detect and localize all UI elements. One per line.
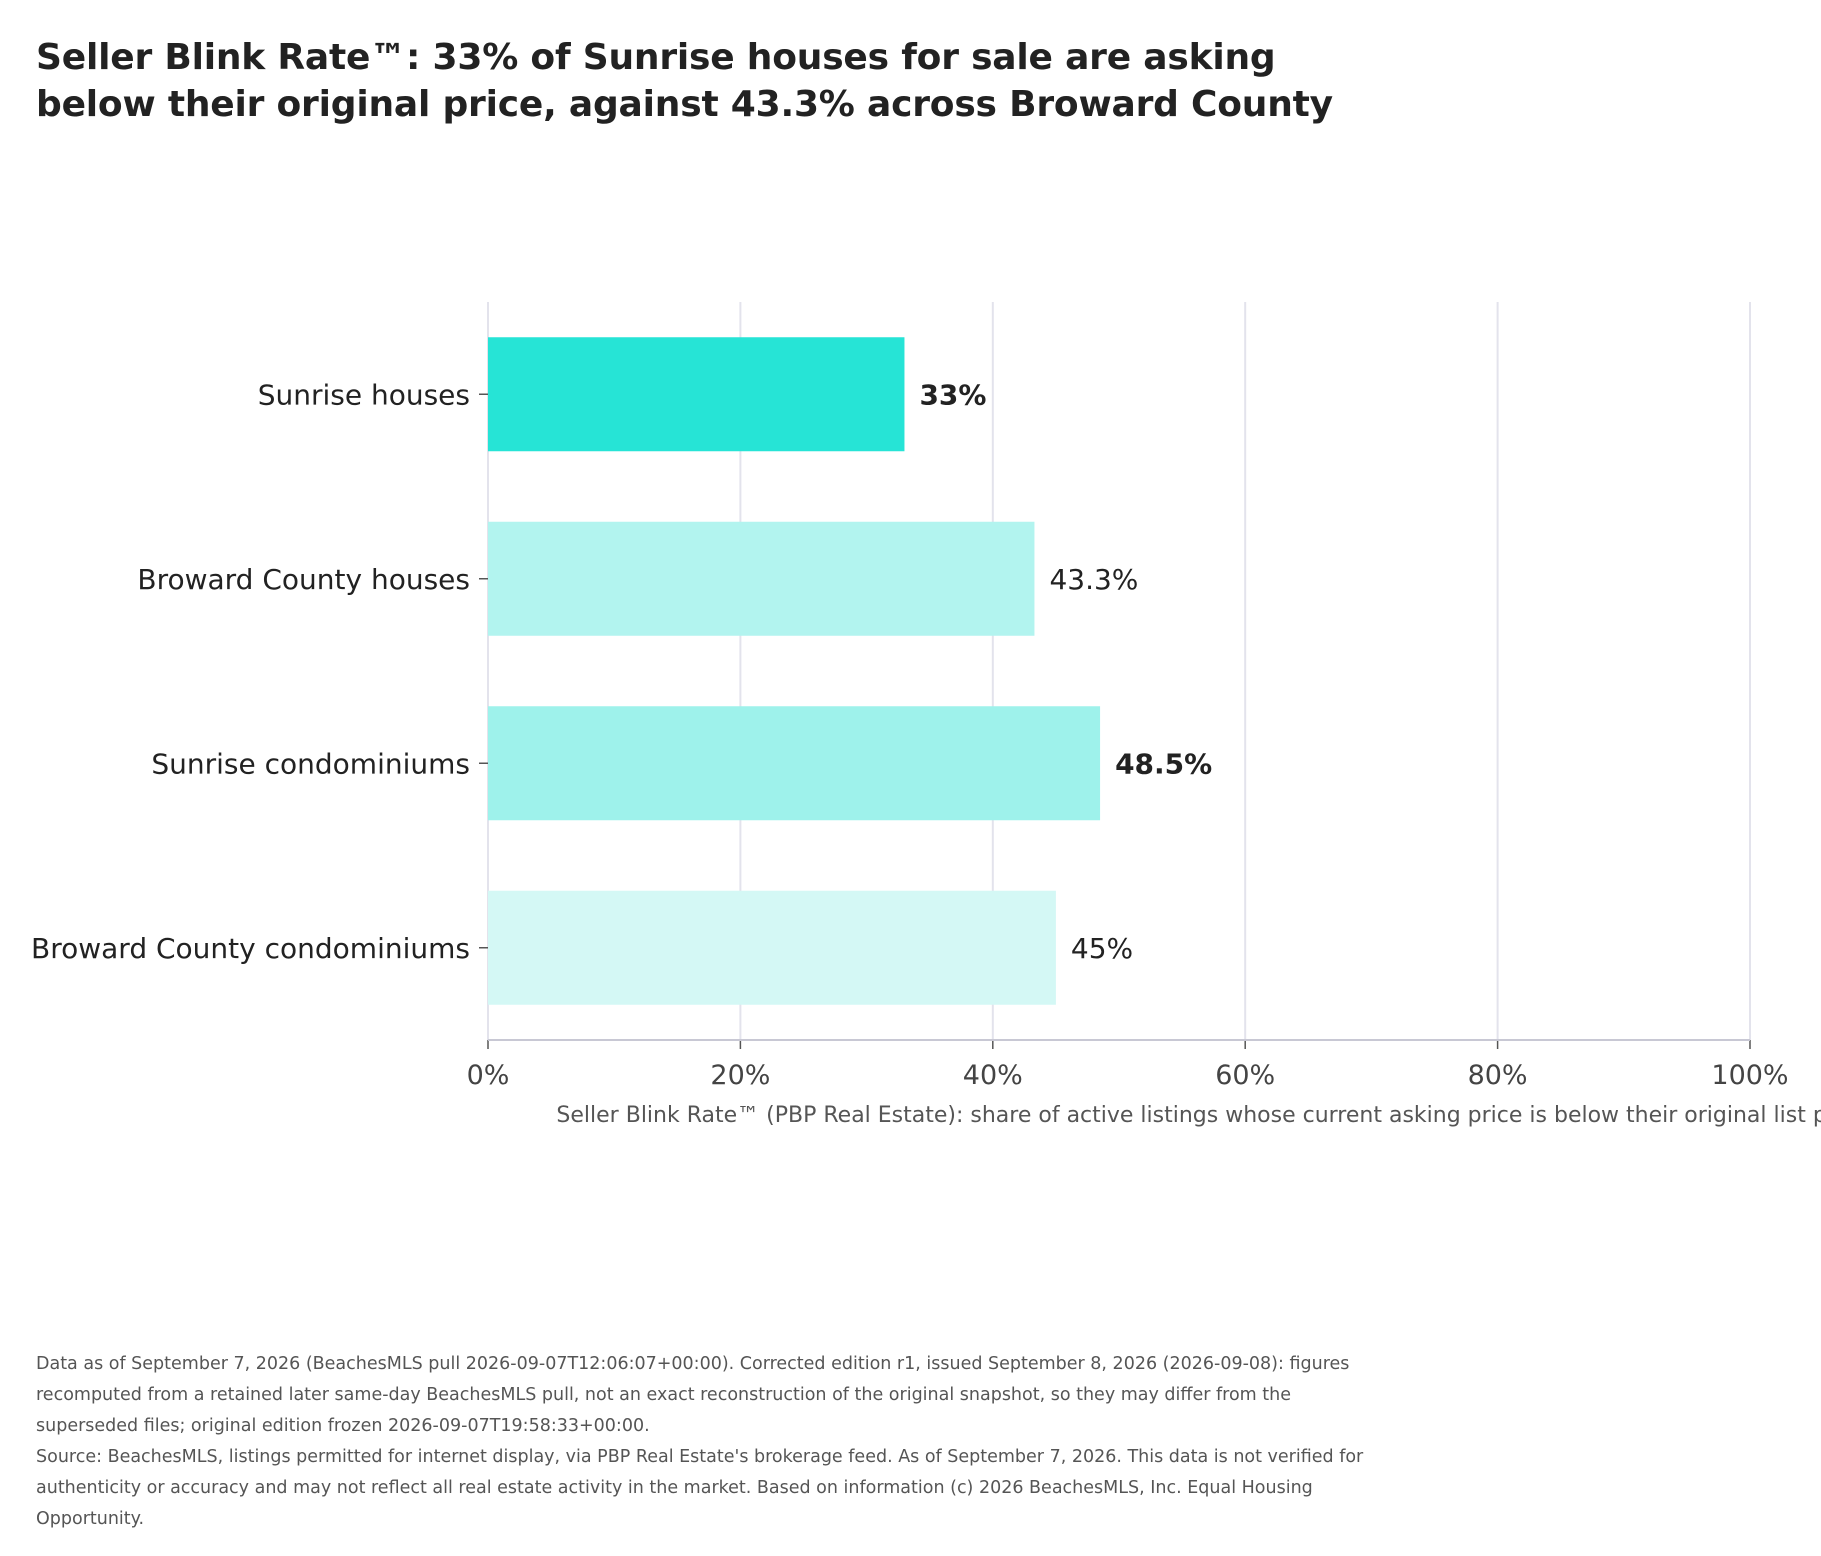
x-tick-label: 60%: [1215, 1060, 1275, 1091]
chart-footer: Data as of September 7, 2026 (BeachesMLS…: [36, 1349, 1396, 1535]
data-label: 43.3%: [1049, 563, 1138, 596]
bar: [488, 706, 1101, 821]
bar-chart: 33% 43.3% 48.5% 45% 0% 20% 40% 60% 80% 100% Sunri…: [31, 302, 1821, 1128]
data-label: 48.5%: [1115, 747, 1212, 780]
x-tick-label: 0%: [467, 1060, 510, 1091]
bars: 33% 43.3% 48.5% 45%: [488, 337, 1212, 1005]
x-tick-label: 100%: [1711, 1060, 1788, 1091]
x-tick-label: 80%: [1468, 1060, 1528, 1091]
footer-note: Data as of September 7, 2026 (BeachesMLS…: [36, 1354, 1350, 1436]
data-label: 45%: [1071, 932, 1133, 965]
axes: 0% 20% 40% 60% 80% 100% Sunrise houses Broward …: [31, 378, 1789, 1091]
chart-title-line-2: below their original price, against 43.3…: [36, 84, 1333, 125]
bar: [488, 337, 905, 452]
category-label: Sunrise houses: [258, 378, 470, 411]
category-label: Broward County condominiums: [31, 932, 470, 965]
footer-source: Source: BeachesMLS, listings permitted f…: [36, 1447, 1364, 1529]
x-axis-title: Seller Blink Rate™ (PBP Real Estate): sh…: [556, 1103, 1821, 1128]
category-label: Sunrise condominiums: [151, 747, 470, 780]
x-tick-label: 20%: [710, 1060, 770, 1091]
x-tick-label: 40%: [963, 1060, 1023, 1091]
category-label: Broward County houses: [137, 563, 470, 596]
bar: [488, 521, 1035, 636]
bar: [488, 890, 1056, 1005]
chart-title-line-1: Seller Blink Rate™: 33% of Sunrise house…: [36, 37, 1276, 78]
chart-title: Seller Blink Rate™: 33% of Sunrise house…: [36, 34, 1736, 128]
data-label: 33%: [919, 378, 986, 411]
